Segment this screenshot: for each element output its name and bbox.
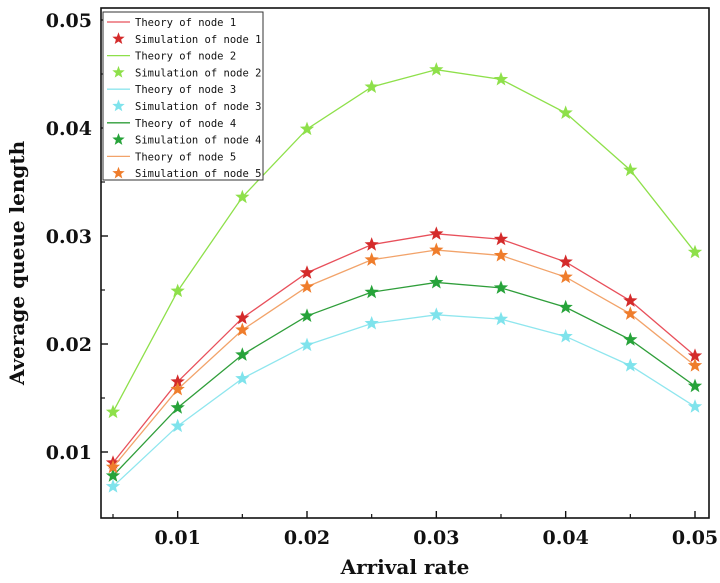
legend: Theory of node 1 Simulation of node 1 Theo… [102, 11, 264, 181]
y-tick-label: 0.02 [46, 334, 92, 356]
simulation-point-node-5 [299, 279, 315, 293]
legend-simulation-label-node-2: Simulation of node 2 [135, 67, 261, 79]
legend-simulation-label-node-4: Simulation of node 4 [135, 135, 261, 147]
simulation-point-node-2 [623, 162, 638, 177]
simulation-point-node-4 [429, 274, 444, 289]
simulation-point-node-3 [105, 479, 121, 493]
simulation-point-node-1 [623, 293, 638, 307]
legend-simulation-marker-node-1 [112, 32, 125, 45]
y-tick-label: 0.04 [46, 118, 92, 140]
x-tick-label: 0.05 [672, 527, 718, 549]
series-node-5 [105, 242, 703, 474]
x-tick-label: 0.01 [155, 527, 201, 549]
theory-line-node-2 [112, 69, 696, 413]
simulation-point-node-5 [364, 252, 379, 266]
theory-line-node-1 [112, 233, 696, 464]
simulation-point-node-5 [493, 247, 509, 262]
theory-line-node-4 [112, 281, 696, 477]
simulation-point-node-3 [687, 399, 703, 413]
legend-box [102, 11, 264, 181]
simulation-point-node-2 [558, 105, 573, 119]
simulation-point-node-2 [105, 404, 121, 419]
x-tick-label: 0.03 [413, 527, 459, 549]
simulation-point-node-4 [558, 299, 573, 314]
simulation-point-node-2 [429, 62, 444, 76]
simulation-point-node-2 [687, 244, 703, 259]
simulation-point-node-3 [170, 418, 185, 433]
simulation-point-node-3 [623, 358, 638, 372]
simulation-point-node-1 [364, 237, 379, 251]
y-axis: 0.01 0.02 0.03 0.04 0.05 [46, 10, 108, 464]
y-tick-label: 0.05 [46, 10, 92, 32]
simulation-point-node-2 [235, 189, 250, 204]
series-node-4 [105, 274, 703, 482]
legend-simulation-label-node-1: Simulation of node 1 [135, 34, 261, 46]
simulation-point-node-2 [364, 79, 379, 94]
legend-simulation-marker-node-5 [112, 166, 125, 179]
simulation-point-node-4 [170, 400, 185, 414]
simulation-point-node-3 [493, 311, 509, 326]
simulation-point-node-5 [170, 381, 185, 396]
y-tick-label: 0.03 [46, 226, 92, 248]
series-node-1 [105, 226, 703, 469]
legend-simulation-label-node-5: Simulation of node 5 [135, 168, 261, 180]
legend-simulation-marker-node-3 [112, 99, 125, 112]
simulation-point-node-1 [429, 226, 444, 240]
simulation-point-node-5 [235, 322, 250, 337]
series-node-2 [105, 62, 703, 419]
legend-theory-label-node-1: Theory of node 1 [135, 17, 236, 29]
legend-theory-label-node-5: Theory of node 5 [135, 151, 236, 163]
simulation-point-node-4 [623, 332, 638, 346]
simulation-point-node-1 [235, 310, 250, 325]
legend-theory-label-node-3: Theory of node 3 [135, 84, 236, 96]
simulation-point-node-4 [493, 280, 509, 294]
legend-theory-label-node-4: Theory of node 4 [135, 118, 236, 130]
simulation-point-node-1 [299, 265, 315, 279]
simulation-point-node-4 [235, 347, 250, 361]
simulation-point-node-4 [105, 468, 121, 482]
theory-line-node-3 [112, 314, 696, 488]
simulation-point-node-2 [299, 121, 315, 136]
simulation-point-node-5 [623, 306, 638, 320]
plot-frame [100, 7, 710, 519]
y-tick-label: 0.01 [46, 442, 92, 464]
legend-simulation-marker-node-4 [112, 133, 125, 145]
simulation-point-node-3 [429, 307, 444, 321]
simulation-point-node-3 [558, 328, 573, 343]
series-layer [105, 62, 703, 493]
simulation-point-node-3 [235, 371, 250, 385]
x-tick-label: 0.04 [543, 527, 589, 549]
simulation-point-node-1 [170, 374, 185, 388]
simulation-point-node-5 [429, 242, 444, 257]
simulation-point-node-2 [170, 283, 185, 298]
legend-theory-label-node-2: Theory of node 2 [135, 51, 236, 63]
simulation-point-node-5 [687, 358, 703, 372]
simulation-point-node-5 [105, 459, 121, 474]
simulation-point-node-3 [299, 337, 315, 352]
simulation-point-node-2 [493, 71, 509, 86]
legend-simulation-marker-node-2 [112, 65, 125, 78]
theory-line-node-5 [112, 249, 696, 468]
simulation-point-node-1 [687, 348, 703, 362]
series-node-3 [105, 307, 703, 493]
simulation-point-node-5 [558, 269, 573, 284]
simulation-point-node-1 [493, 231, 509, 246]
x-tick-label: 0.02 [284, 527, 330, 549]
x-axis-title: Arrival rate [340, 555, 470, 579]
x-axis: 0.01 0.02 0.03 0.04 0.05 [112, 511, 718, 549]
y-axis-title: Average queue length [5, 140, 29, 386]
simulation-point-node-4 [364, 284, 379, 299]
simulation-point-node-4 [687, 378, 703, 393]
simulation-point-node-3 [364, 315, 379, 330]
legend-simulation-label-node-3: Simulation of node 3 [135, 101, 261, 113]
simulation-point-node-1 [558, 254, 573, 268]
simulation-point-node-4 [299, 308, 315, 322]
